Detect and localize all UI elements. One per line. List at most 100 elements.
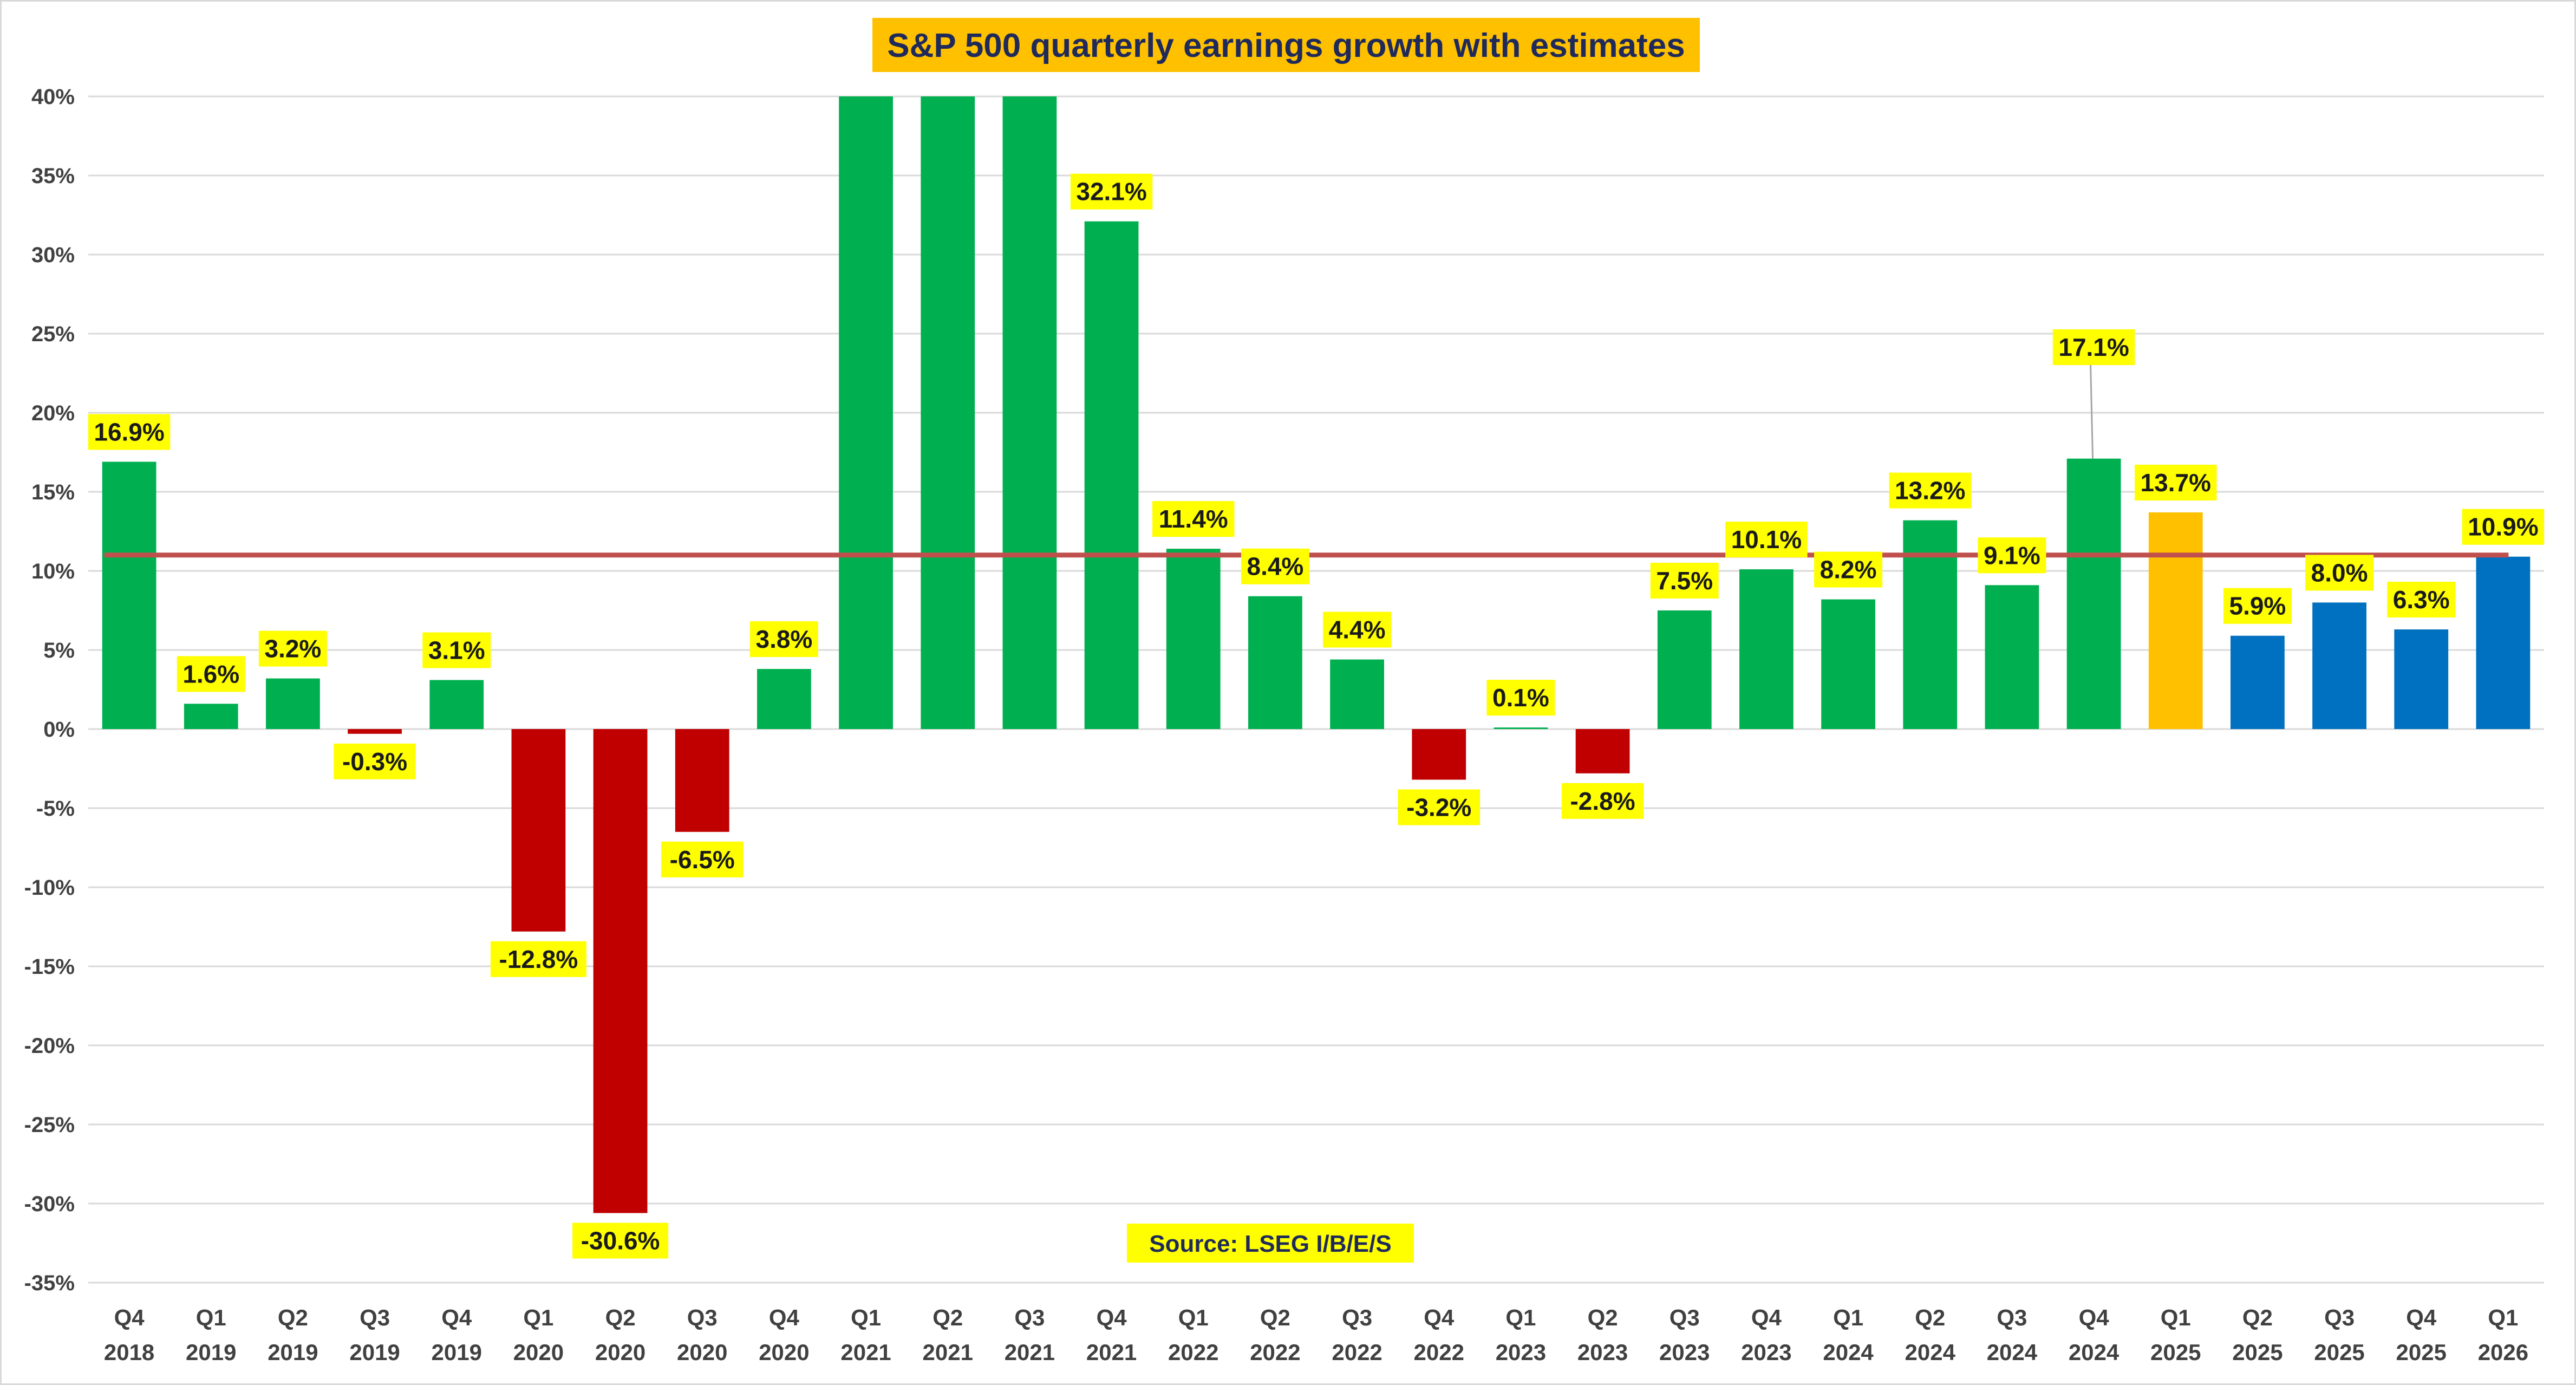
x-tick-label-year: 2020 bbox=[677, 1340, 727, 1365]
data-label: 16.9% bbox=[94, 418, 164, 446]
x-tick-label-quarter: Q3 bbox=[1669, 1305, 1700, 1330]
bar bbox=[2476, 556, 2531, 729]
y-tick-label: -5% bbox=[36, 797, 75, 821]
x-tick-label-quarter: Q4 bbox=[1097, 1305, 1127, 1330]
x-tick-label-year: 2022 bbox=[1250, 1340, 1300, 1365]
data-label-background bbox=[334, 743, 416, 779]
source-note-group: Source: LSEG I/B/E/S bbox=[1127, 1224, 1414, 1263]
x-tick-label-year: 2019 bbox=[432, 1340, 482, 1365]
bar bbox=[1166, 549, 1221, 729]
data-label: -6.5% bbox=[670, 846, 735, 874]
data-label: 8.2% bbox=[1820, 556, 1877, 584]
x-tick-label-year: 2021 bbox=[840, 1340, 891, 1365]
data-label-background bbox=[2052, 329, 2135, 365]
x-tick-label-year: 2025 bbox=[2396, 1340, 2447, 1365]
data-label-background bbox=[1070, 173, 1153, 210]
x-tick-label-quarter: Q2 bbox=[278, 1305, 308, 1330]
bar bbox=[1084, 221, 1139, 729]
x-tick-label-quarter: Q3 bbox=[1342, 1305, 1372, 1330]
data-label: 10.1% bbox=[1731, 525, 1802, 554]
x-tick-label-year: 2024 bbox=[1823, 1340, 1874, 1365]
x-tick-label-quarter: Q3 bbox=[1014, 1305, 1045, 1330]
bar bbox=[2312, 602, 2366, 729]
bar bbox=[757, 669, 811, 729]
x-tick-label-quarter: Q1 bbox=[1505, 1305, 1536, 1330]
bar bbox=[2066, 458, 2121, 729]
x-tick-label-year: 2023 bbox=[1741, 1340, 1791, 1365]
data-label-background bbox=[2462, 509, 2545, 545]
data-label-background bbox=[2135, 464, 2217, 500]
x-tick-label-quarter: Q4 bbox=[114, 1305, 145, 1330]
x-tick-label-year: 2024 bbox=[2069, 1340, 2120, 1365]
x-tick-label-year: 2019 bbox=[268, 1340, 318, 1365]
data-label: 0.1% bbox=[1492, 684, 1549, 712]
data-label-background bbox=[2387, 582, 2456, 618]
x-tick-label-year: 2022 bbox=[1332, 1340, 1382, 1365]
bar bbox=[348, 729, 402, 734]
data-label: 8.0% bbox=[2311, 558, 2368, 587]
bar bbox=[1903, 520, 1958, 729]
data-label-background bbox=[2223, 588, 2292, 624]
bar bbox=[1657, 610, 1712, 729]
data-label: -12.8% bbox=[499, 945, 578, 973]
data-label: 13.2% bbox=[1895, 477, 1965, 505]
data-label-background bbox=[1814, 551, 1883, 588]
x-tick-label-year: 2018 bbox=[104, 1340, 154, 1365]
x-tick-label-quarter: Q4 bbox=[769, 1305, 800, 1330]
chart-title-group: S&P 500 quarterly earnings growth with e… bbox=[872, 18, 1700, 72]
y-tick-label: 30% bbox=[31, 243, 75, 267]
data-label: 3.2% bbox=[264, 635, 321, 663]
data-label-background bbox=[661, 841, 744, 877]
x-tick-label-year: 2024 bbox=[1905, 1340, 1956, 1365]
data-label: 1.6% bbox=[182, 660, 239, 688]
x-tick-label-year: 2026 bbox=[2478, 1340, 2528, 1365]
data-label-background bbox=[1725, 522, 1808, 558]
bar bbox=[675, 729, 729, 832]
x-tick-label-year: 2021 bbox=[1005, 1340, 1055, 1365]
x-tick-label-year: 2020 bbox=[595, 1340, 645, 1365]
data-label-background bbox=[258, 630, 327, 667]
bar bbox=[1739, 569, 1794, 729]
x-tick-label-quarter: Q1 bbox=[1178, 1305, 1209, 1330]
data-labels: 16.9% 1.6% 3.2% -0.3% 3.1% -12.8% -30.6% -6.5% 3… bbox=[88, 173, 2545, 1259]
x-tick-label-year: 2023 bbox=[1577, 1340, 1628, 1365]
data-label: 5.9% bbox=[2229, 592, 2286, 620]
x-tick-label-year: 2019 bbox=[349, 1340, 400, 1365]
y-tick-label: 5% bbox=[43, 639, 75, 662]
x-tick-label-year: 2020 bbox=[513, 1340, 564, 1365]
x-tick-label-quarter: Q1 bbox=[851, 1305, 881, 1330]
x-tick-label-quarter: Q4 bbox=[441, 1305, 472, 1330]
x-tick-label-quarter: Q2 bbox=[1588, 1305, 1618, 1330]
x-tick-label-year: 2025 bbox=[2232, 1340, 2282, 1365]
data-label-background bbox=[88, 414, 171, 450]
data-label-background bbox=[1398, 789, 1480, 825]
bars bbox=[102, 96, 2531, 1213]
bar bbox=[2148, 512, 2203, 729]
x-tick-label-year: 2025 bbox=[2150, 1340, 2201, 1365]
bar bbox=[2394, 629, 2449, 729]
data-label-background bbox=[177, 656, 245, 692]
x-tick-label-year: 2019 bbox=[186, 1340, 236, 1365]
x-tick-label-year: 2022 bbox=[1414, 1340, 1464, 1365]
data-label: 6.3% bbox=[2393, 586, 2450, 614]
x-tick-label-quarter: Q1 bbox=[2488, 1305, 2518, 1330]
data-label: 4.4% bbox=[1329, 616, 1386, 644]
y-tick-label: -35% bbox=[24, 1271, 75, 1295]
bar bbox=[1494, 727, 1548, 729]
bar bbox=[593, 729, 648, 1213]
data-label-background bbox=[1889, 472, 1971, 509]
y-tick-label: -30% bbox=[24, 1192, 75, 1216]
y-tick-label: 25% bbox=[31, 322, 75, 346]
data-label: 3.1% bbox=[428, 636, 485, 664]
x-tick-label-quarter: Q3 bbox=[360, 1305, 390, 1330]
axis-labels: 40% 35% 30% 25% 20% 15% 10% 5% 0% -5% -10% -15% -20%… bbox=[24, 85, 2529, 1365]
data-label: 32.1% bbox=[1076, 178, 1146, 206]
data-label-background bbox=[572, 1223, 669, 1259]
y-tick-label: -20% bbox=[24, 1034, 75, 1058]
x-tick-label-quarter: Q4 bbox=[2079, 1305, 2110, 1330]
x-tick-label-quarter: Q2 bbox=[1915, 1305, 1945, 1330]
chart-title-background bbox=[872, 18, 1700, 72]
x-tick-label-quarter: Q1 bbox=[2161, 1305, 2191, 1330]
x-tick-label-quarter: Q2 bbox=[605, 1305, 636, 1330]
